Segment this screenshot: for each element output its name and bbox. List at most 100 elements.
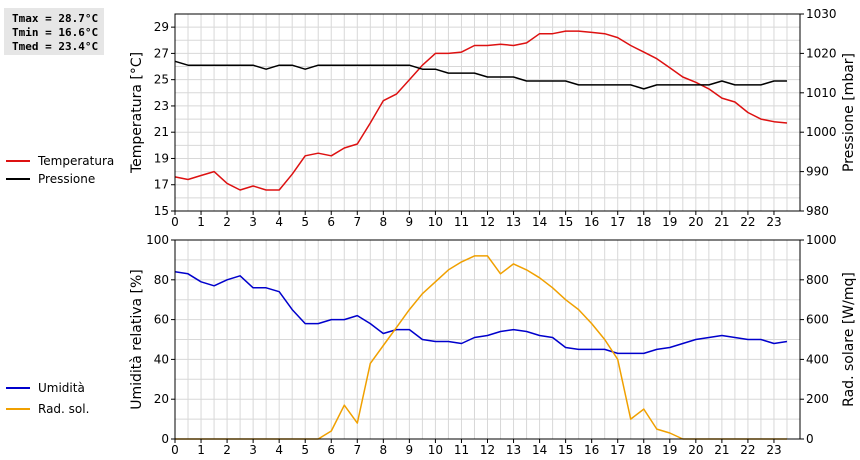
- top-x-tick-label: 5: [301, 215, 309, 229]
- series-line-temperatura: [174, 30, 788, 191]
- bottom-y-left-tick-label: 0: [161, 432, 169, 446]
- series-line-rad-sol: [175, 255, 787, 440]
- top-x-tick-label: 8: [380, 215, 388, 229]
- series-line-umidita: [174, 271, 788, 355]
- bottom-x-tick-label: 2: [223, 443, 231, 457]
- legend-label-temperatura: Temperatura: [37, 154, 114, 168]
- top-x-tick-label: 1: [197, 215, 205, 229]
- bottom-grid: [174, 239, 801, 440]
- bottom-y-right-tick-label: 400: [806, 352, 829, 366]
- top-x-tick-label: 11: [454, 215, 469, 229]
- bottom-y-right-tick-label: 600: [806, 313, 829, 327]
- top-x-tick-label: 0: [171, 215, 179, 229]
- top-x-tick-label: 23: [766, 215, 781, 229]
- bottom-x-tick-label: 4: [275, 443, 283, 457]
- bottom-x-tick-label: 11: [454, 443, 469, 457]
- bottom-x-tick-label: 14: [532, 443, 547, 457]
- bottom-y-left-tick-label: 40: [154, 352, 169, 366]
- temperature-pressure-chart: 0 1 2 3 4 5 6 7 8 9 10 11 12 13 14 15 16 17 18 19 20 21 22 2315…: [6, 7, 857, 229]
- bottom-legend: Umidità Rad. sol.: [6, 381, 89, 416]
- stat-tmax: Tmax = 28.7°C: [12, 12, 98, 25]
- bottom-x-tick-label: 10: [428, 443, 443, 457]
- bottom-y-left-tick-label: 60: [154, 313, 169, 327]
- bottom-x-tick-label: 23: [766, 443, 781, 457]
- bottom-x-tick-label: 12: [480, 443, 495, 457]
- series-line-pressione: [174, 60, 787, 90]
- bottom-x-tick-label: 8: [380, 443, 388, 457]
- top-x-tick-label: 6: [327, 215, 335, 229]
- bottom-x-tick-label: 16: [584, 443, 599, 457]
- top-y-left-tick-label: 21: [154, 125, 169, 139]
- top-x-tick-label: 3: [249, 215, 257, 229]
- top-x-tick-label: 4: [275, 215, 283, 229]
- top-x-tick-label: 16: [584, 215, 599, 229]
- top-x-tick-label: 19: [662, 215, 677, 229]
- bottom-x-tick-label: 3: [249, 443, 257, 457]
- top-y-left-tick-label: 29: [154, 20, 169, 34]
- stats-box: Tmax = 28.7°C Tmin = 16.6°C Tmed = 23.4°…: [4, 8, 104, 55]
- top-x-tick-label: 10: [428, 215, 443, 229]
- top-y-right-tick-label: 1010: [806, 86, 837, 100]
- top-x-tick-label: 14: [532, 215, 547, 229]
- bottom-left-axis-label: Umidità relativa [%]: [129, 269, 145, 410]
- stat-tmed: Tmed = 23.4°C: [12, 40, 98, 53]
- bottom-x-tick-label: 22: [740, 443, 755, 457]
- bottom-x-tick-label: 9: [406, 443, 414, 457]
- bottom-y-right-tick-label: 200: [806, 392, 829, 406]
- top-x-tick-label: 7: [353, 215, 361, 229]
- top-y-right-tick-label: 1020: [806, 46, 837, 60]
- bottom-x-tick-label: 5: [301, 443, 309, 457]
- bottom-x-tick-label: 15: [558, 443, 573, 457]
- top-left-axis-label: Temperatura [°C]: [129, 52, 145, 174]
- top-x-tick-label: 9: [406, 215, 414, 229]
- legend-label-rad-sol: Rad. sol.: [38, 402, 89, 416]
- top-x-tick-label: 12: [480, 215, 495, 229]
- top-y-right-tick-label: 1000: [806, 125, 837, 139]
- bottom-series: [174, 255, 788, 440]
- top-y-right-tick-label: 990: [806, 165, 829, 179]
- top-right-axis-label: Pressione [mbar]: [841, 53, 857, 172]
- top-y-left-tick-label: 15: [154, 204, 169, 218]
- bottom-x-tick-label: 7: [353, 443, 361, 457]
- stats-box-background: [4, 8, 104, 55]
- top-y-left-tick-label: 23: [154, 99, 169, 113]
- top-y-left-tick-label: 27: [154, 46, 169, 60]
- bottom-y-left-tick-label: 20: [154, 392, 169, 406]
- bottom-x-tick-label: 21: [714, 443, 729, 457]
- top-y-left-tick-label: 25: [154, 73, 169, 87]
- top-y-right-tick-label: 1030: [806, 7, 837, 21]
- bottom-y-left-tick-label: 100: [146, 233, 169, 247]
- top-series: [174, 30, 788, 191]
- top-grid: [174, 14, 801, 212]
- legend-label-umidita: Umidità: [38, 381, 85, 395]
- top-y-right-tick-label: 980: [806, 204, 829, 218]
- top-x-tick-label: 20: [688, 215, 703, 229]
- bottom-x-tick-label: 13: [506, 443, 521, 457]
- top-x-tick-label: 21: [714, 215, 729, 229]
- top-ticks: 0 1 2 3 4 5 6 7 8 9 10 11 12 13 14 15 16 17 18 19 20 21 22 2315…: [154, 7, 837, 229]
- top-x-tick-label: 15: [558, 215, 573, 229]
- bottom-x-tick-label: 1: [197, 443, 205, 457]
- legend-label-pressione: Pressione: [38, 172, 95, 186]
- top-x-tick-label: 18: [636, 215, 651, 229]
- bottom-y-right-tick-label: 0: [806, 432, 814, 446]
- humidity-radiation-chart: 0 1 2 3 4 5 6 7 8 9 10 11 12 13 14 15 16 17 18 19 20 21 22 2302…: [6, 233, 857, 457]
- bottom-y-right-tick-label: 800: [806, 273, 829, 287]
- top-x-tick-label: 13: [506, 215, 521, 229]
- bottom-x-tick-label: 19: [662, 443, 677, 457]
- bottom-right-axis-label: Rad. solare [W/mq]: [841, 272, 857, 407]
- bottom-x-tick-label: 17: [610, 443, 625, 457]
- bottom-x-tick-label: 20: [688, 443, 703, 457]
- bottom-x-tick-label: 18: [636, 443, 651, 457]
- top-legend: Temperatura Pressione: [6, 154, 114, 186]
- bottom-x-tick-label: 0: [171, 443, 179, 457]
- top-x-tick-label: 17: [610, 215, 625, 229]
- stat-tmin: Tmin = 16.6°C: [12, 26, 98, 39]
- bottom-y-right-tick-label: 1000: [806, 233, 837, 247]
- bottom-y-left-tick-label: 80: [154, 273, 169, 287]
- bottom-x-tick-label: 6: [327, 443, 335, 457]
- top-x-tick-label: 2: [223, 215, 231, 229]
- top-y-left-tick-label: 19: [154, 151, 169, 165]
- bottom-ticks: 0 1 2 3 4 5 6 7 8 9 10 11 12 13 14 15 16 17 18 19 20 21 22 2302…: [146, 233, 836, 457]
